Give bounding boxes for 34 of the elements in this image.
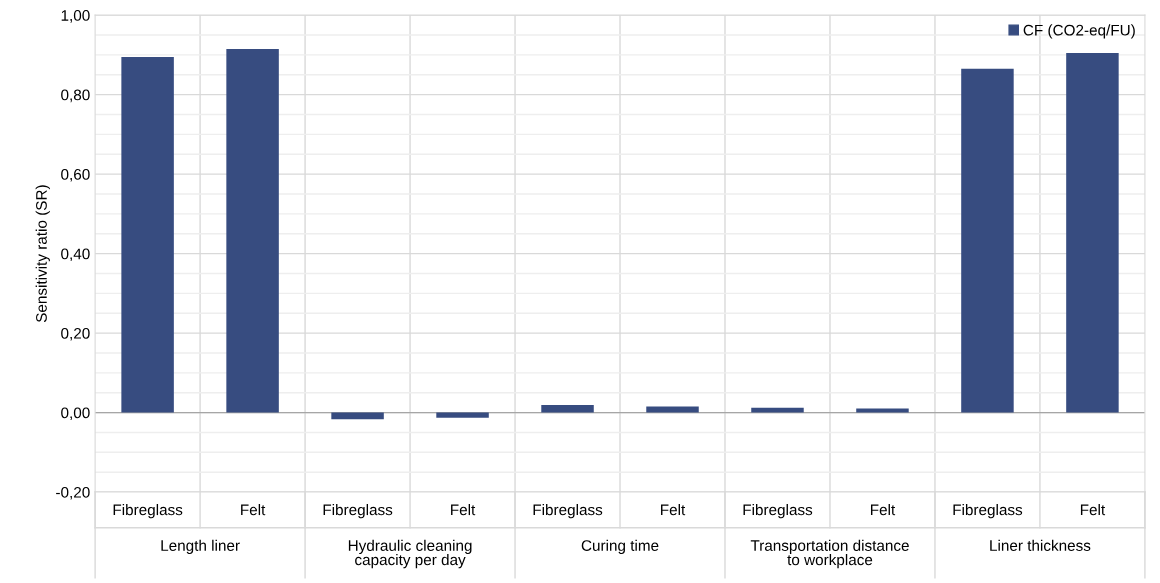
x-tick-label: Fibreglass — [743, 504, 813, 519]
bar — [541, 405, 594, 413]
text: Curing time — [581, 539, 659, 554]
bar — [331, 412, 384, 420]
text: Transportation distance to workplace — [750, 539, 909, 569]
y-tick-label: 0,20 — [61, 327, 90, 341]
text: Length liner — [161, 539, 240, 554]
x-tick-label: Felt — [661, 504, 686, 516]
y-tick-label: -0,20 — [56, 486, 90, 500]
bar — [1066, 52, 1119, 413]
x-tick-label: Fibreglass — [113, 504, 183, 519]
y-tick-label: 0,00 — [61, 407, 90, 421]
legend-label: CF (CO2-eq/FU) — [1023, 24, 1135, 39]
y-axis-title: Sensitivity ratio (SR) — [35, 185, 50, 323]
x-tick-label: Felt — [241, 504, 266, 516]
bar — [751, 407, 804, 413]
x-tick-label: Fibreglass — [533, 504, 603, 519]
x-tick-label: Felt — [1080, 504, 1106, 516]
text: Hydraulic cleaning capacity per day — [348, 539, 472, 569]
y-tick-label: 0,80 — [61, 89, 90, 103]
bar — [856, 408, 909, 413]
bar — [436, 412, 489, 418]
y-tick-label: 1,00 — [61, 10, 90, 23]
y-tick-label: 0,40 — [61, 248, 90, 262]
text: Liner thickness — [990, 539, 1091, 551]
y-tick-label: 0,60 — [61, 168, 90, 182]
x-tick-label: Felt — [870, 504, 896, 516]
bar — [226, 48, 279, 413]
bar — [121, 56, 174, 413]
bar — [646, 406, 699, 413]
x-tick-label: Fibreglass — [953, 504, 1023, 519]
x-tick-label: Fibreglass — [323, 504, 393, 519]
x-tick-label: Felt — [451, 504, 476, 516]
bar — [961, 68, 1014, 413]
